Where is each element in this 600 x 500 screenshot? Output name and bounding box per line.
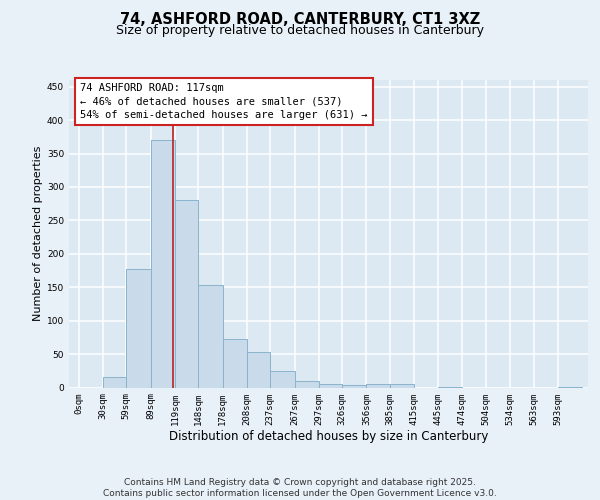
Bar xyxy=(103,378,127,388)
Bar xyxy=(295,382,319,388)
Bar xyxy=(151,140,175,388)
Bar xyxy=(342,385,367,388)
Bar xyxy=(367,384,390,388)
Bar xyxy=(127,268,151,388)
Bar xyxy=(319,384,342,388)
Bar xyxy=(439,387,462,388)
Bar xyxy=(390,384,414,388)
Bar xyxy=(247,352,270,388)
Bar xyxy=(199,285,223,388)
Text: 74 ASHFORD ROAD: 117sqm
← 46% of detached houses are smaller (537)
54% of semi-d: 74 ASHFORD ROAD: 117sqm ← 46% of detache… xyxy=(80,84,368,120)
Bar xyxy=(270,371,295,388)
Text: 74, ASHFORD ROAD, CANTERBURY, CT1 3XZ: 74, ASHFORD ROAD, CANTERBURY, CT1 3XZ xyxy=(120,12,480,28)
X-axis label: Distribution of detached houses by size in Canterbury: Distribution of detached houses by size … xyxy=(169,430,488,443)
Bar xyxy=(223,340,247,388)
Text: Contains HM Land Registry data © Crown copyright and database right 2025.
Contai: Contains HM Land Registry data © Crown c… xyxy=(103,478,497,498)
Bar xyxy=(175,200,199,388)
Text: Size of property relative to detached houses in Canterbury: Size of property relative to detached ho… xyxy=(116,24,484,37)
Bar xyxy=(558,387,583,388)
Y-axis label: Number of detached properties: Number of detached properties xyxy=(33,146,43,322)
